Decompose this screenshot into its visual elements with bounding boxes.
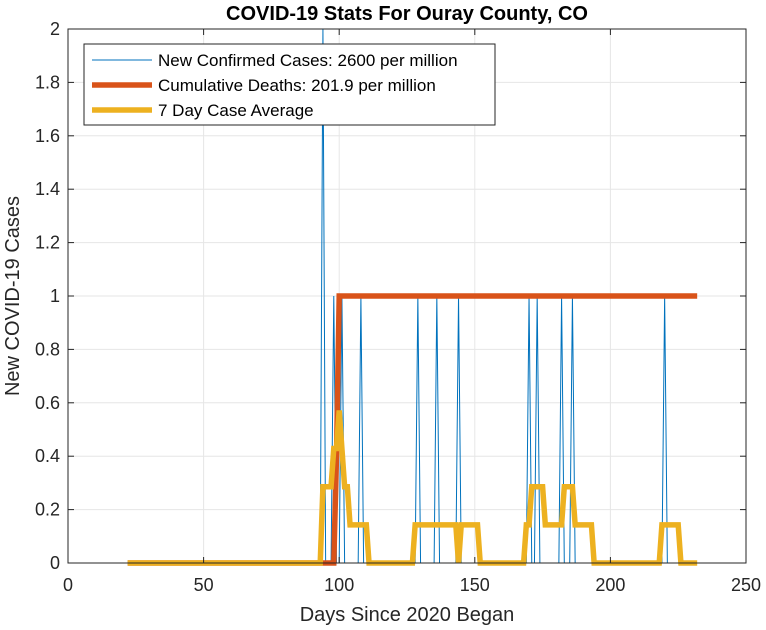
y-tick-label: 1.4 — [35, 179, 60, 199]
y-tick-label: 0.6 — [35, 393, 60, 413]
x-tick-label: 100 — [324, 575, 354, 595]
y-tick-label: 1.8 — [35, 72, 60, 92]
legend-label-cumulative-deaths: Cumulative Deaths: 201.9 per million — [158, 76, 436, 95]
y-tick-label: 1.2 — [35, 233, 60, 253]
legend-label-7-day-average: 7 Day Case Average — [158, 101, 314, 120]
legend-label-new-cases: New Confirmed Cases: 2600 per million — [158, 51, 458, 70]
y-tick-label: 1 — [50, 286, 60, 306]
x-tick-label: 150 — [460, 575, 490, 595]
y-axis-title: New COVID-19 Cases — [2, 196, 24, 396]
series-line-2 — [127, 410, 698, 566]
y-tick-label: 1.6 — [35, 126, 60, 146]
y-tick-label: 0.8 — [35, 339, 60, 359]
legend-box — [83, 43, 496, 126]
y-tick-label: 0 — [50, 553, 60, 573]
y-tick-label: 0.4 — [35, 446, 60, 466]
x-tick-label: 0 — [63, 575, 73, 595]
x-tick-label: 50 — [194, 575, 214, 595]
x-axis-title: Days Since 2020 Began — [300, 604, 515, 626]
x-tick-label: 200 — [595, 575, 625, 595]
series-line-1 — [127, 293, 698, 566]
chart-title: COVID-19 Stats For Ouray County, CO — [226, 3, 588, 25]
y-tick-label: 0.2 — [35, 500, 60, 520]
axis-ticks: 0 50 100 150 200 250 0 0.2 0.4 0.6 0.8 1 1.2 1.4 1.6 1.… — [35, 19, 761, 595]
legend: New Confirmed Cases: 2600 per million Cu… — [83, 43, 496, 126]
y-tick-label: 2 — [50, 19, 60, 39]
x-tick-label: 250 — [731, 575, 761, 595]
